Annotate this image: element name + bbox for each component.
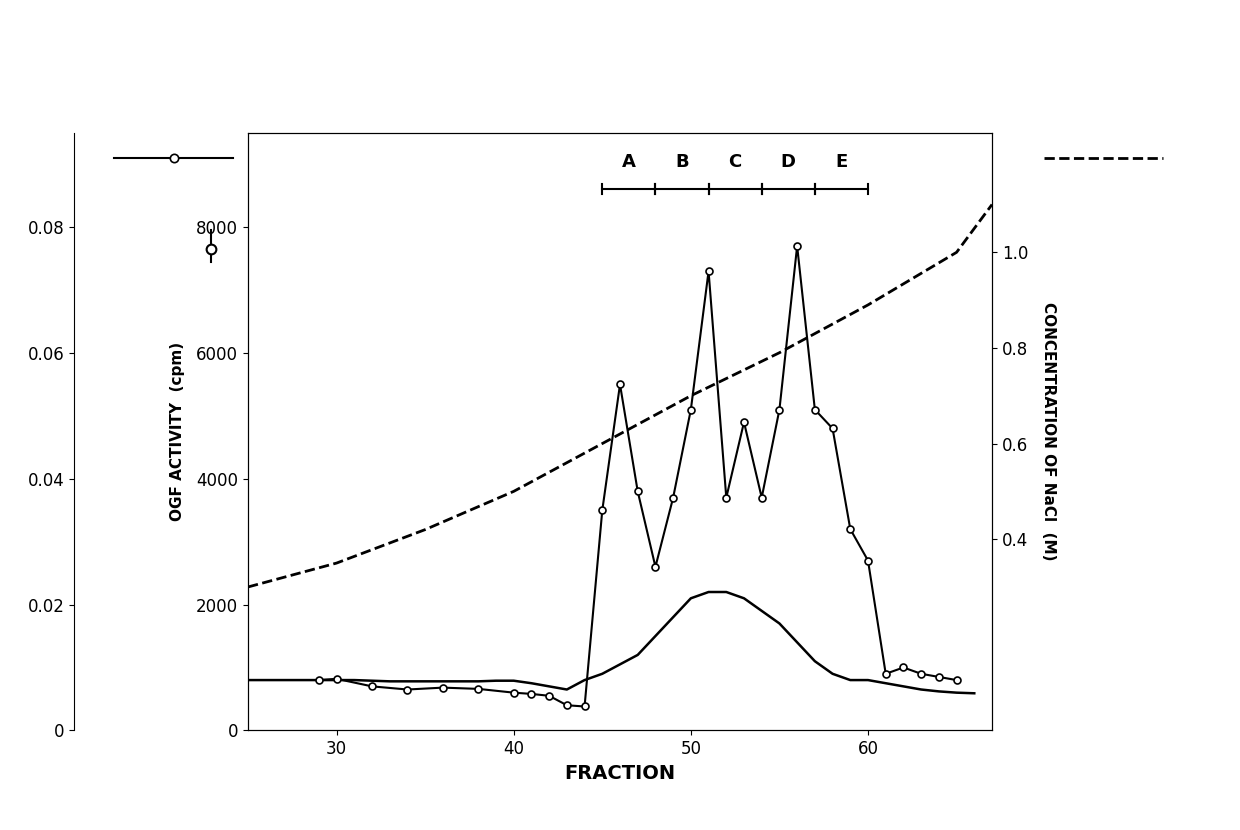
Text: A: A bbox=[622, 153, 636, 170]
Y-axis label: OGF ACTIVITY  (cpm): OGF ACTIVITY (cpm) bbox=[170, 342, 185, 521]
Y-axis label: CONCENTRATION OF NaCl  (M): CONCENTRATION OF NaCl (M) bbox=[1040, 302, 1056, 561]
Text: D: D bbox=[781, 153, 796, 170]
Text: B: B bbox=[676, 153, 688, 170]
Text: C: C bbox=[729, 153, 742, 170]
X-axis label: FRACTION: FRACTION bbox=[564, 764, 676, 783]
Text: E: E bbox=[836, 153, 848, 170]
